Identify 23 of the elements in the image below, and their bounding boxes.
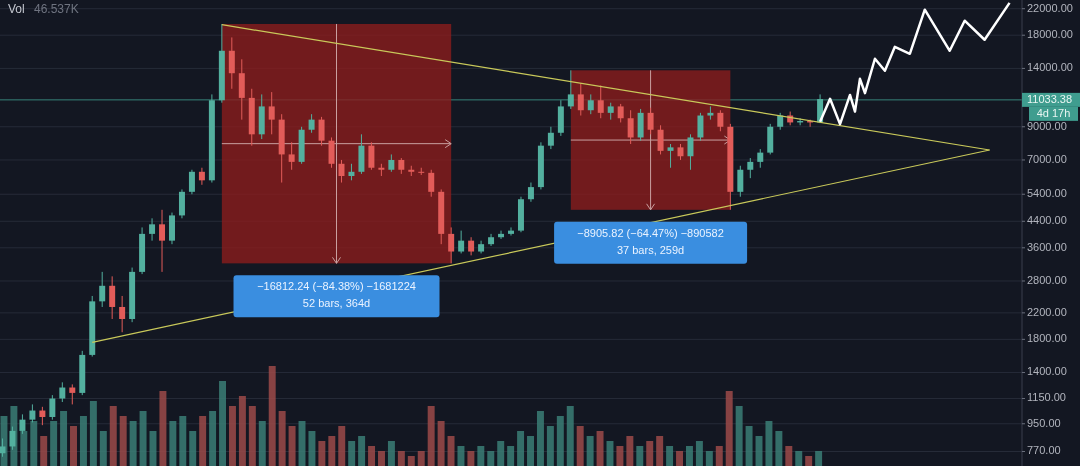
measure-tag: −16812.24 (−84.38%) −1681224 52 bars, 364d: [233, 275, 440, 318]
annotation: −8905.82 (−64.47%) −890582 37 bars, 259d: [577, 226, 724, 256]
y-tick-label: 950.00: [1027, 416, 1061, 429]
measure-tag: −8905.82 (−64.47%) −890582 37 bars, 259d: [554, 221, 748, 264]
chart-title: Vol: [8, 2, 25, 16]
ref-line-label: 11033.38: [1027, 92, 1073, 105]
y-tick-label: 18000.00: [1027, 28, 1073, 41]
y-tick-label: 7000.00: [1027, 152, 1067, 165]
y-tick-label: 22000.00: [1027, 1, 1073, 14]
y-tick-label: 2200.00: [1027, 305, 1067, 318]
y-tick-label: 770.00: [1027, 444, 1061, 457]
y-tick-label: 14000.00: [1027, 61, 1073, 74]
y-tick-label: 3600.00: [1027, 240, 1067, 253]
y-tick-label: 9000.00: [1027, 119, 1067, 132]
annotation: 46.537K: [34, 2, 79, 16]
y-tick-label: 1800.00: [1027, 332, 1067, 345]
y-tick-label: 1400.00: [1027, 365, 1067, 378]
y-tick-label: 4400.00: [1027, 214, 1067, 227]
y-tick-label: 1150.00: [1027, 391, 1066, 404]
text: 4d 17h: [1036, 106, 1071, 119]
y-tick-label: 2800.00: [1027, 273, 1067, 286]
annotation: −16812.24 (−84.38%) −1681224 52 bars, 364d: [257, 280, 416, 310]
y-tick-label: 5400.00: [1027, 187, 1067, 200]
